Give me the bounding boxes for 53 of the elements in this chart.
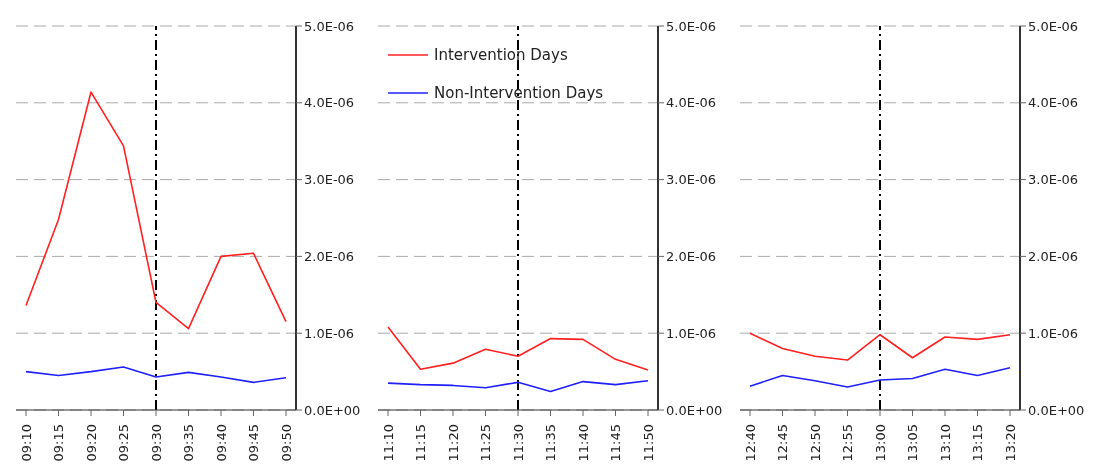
y-tick-label: 3.0E-06: [666, 172, 717, 188]
x-tick-label: 09:45: [246, 424, 261, 462]
line-series: [749, 332, 1011, 361]
x-tick-label: 11:25: [478, 424, 493, 462]
x-tick-label: 12:50: [807, 424, 823, 462]
y-tick-label: 2.0E-06: [304, 249, 355, 265]
y-tick-label: 5.0E-06: [304, 18, 355, 34]
x-tick-label: 09:15: [51, 424, 66, 462]
x-tick-label: 13:05: [905, 424, 920, 462]
y-tick-label: 1.0E-06: [666, 325, 717, 341]
y-tick-label: 4.0E-06: [1028, 95, 1079, 111]
y-tick-label: 3.0E-06: [1028, 172, 1079, 188]
y-tick-label: 3.0E-06: [304, 172, 355, 188]
y-tick-label: 0.0E+00: [1028, 402, 1085, 418]
x-tick-label: 11:20: [445, 424, 461, 462]
x-tick-label: 09:20: [83, 424, 99, 462]
y-tick-label: 2.0E-06: [666, 249, 717, 265]
line-series: [25, 366, 287, 384]
y-tick-label: 0.0E+00: [304, 402, 361, 418]
y-tick-label: 4.0E-06: [666, 95, 717, 111]
y-tick-label: 2.0E-06: [1028, 249, 1079, 265]
y-tick-label: 5.0E-06: [666, 18, 717, 34]
x-tick-label: 12:40: [742, 424, 758, 462]
x-tick-label: 13:00: [872, 424, 888, 462]
x-tick-label: 12:45: [775, 424, 790, 462]
line-series: [25, 91, 287, 330]
x-tick-label: 12:55: [840, 424, 855, 462]
x-tick-label: 09:50: [278, 424, 294, 462]
y-tick-label: 4.0E-06: [304, 95, 355, 111]
x-tick-label: 13:20: [1002, 424, 1018, 462]
x-tick-label: 09:10: [18, 424, 34, 462]
y-tick-label: 1.0E-06: [304, 325, 355, 341]
x-tick-label: 11:40: [575, 424, 591, 462]
legend-label: Non-Intervention Days: [434, 83, 604, 104]
x-tick-label: 11:45: [608, 424, 623, 462]
legend-label: Intervention Days: [434, 45, 569, 66]
line-series: [387, 380, 649, 393]
x-tick-label: 09:40: [213, 424, 229, 462]
x-tick-label: 09:30: [148, 424, 164, 462]
y-tick-label: 5.0E-06: [1028, 18, 1079, 34]
x-tick-label: 11:50: [640, 424, 656, 462]
x-tick-label: 11:30: [510, 424, 526, 462]
x-tick-label: 11:15: [413, 424, 428, 462]
x-tick-label: 11:10: [380, 424, 396, 462]
line-series: [749, 366, 1011, 388]
x-tick-label: 13:15: [970, 424, 985, 462]
x-tick-label: 11:35: [543, 424, 558, 462]
x-tick-label: 13:10: [937, 424, 953, 462]
x-tick-label: 09:25: [116, 424, 131, 462]
x-tick-label: 09:35: [181, 424, 196, 462]
y-tick-label: 1.0E-06: [1028, 325, 1079, 341]
line-series: [387, 326, 649, 371]
y-tick-label: 0.0E+00: [666, 402, 723, 418]
